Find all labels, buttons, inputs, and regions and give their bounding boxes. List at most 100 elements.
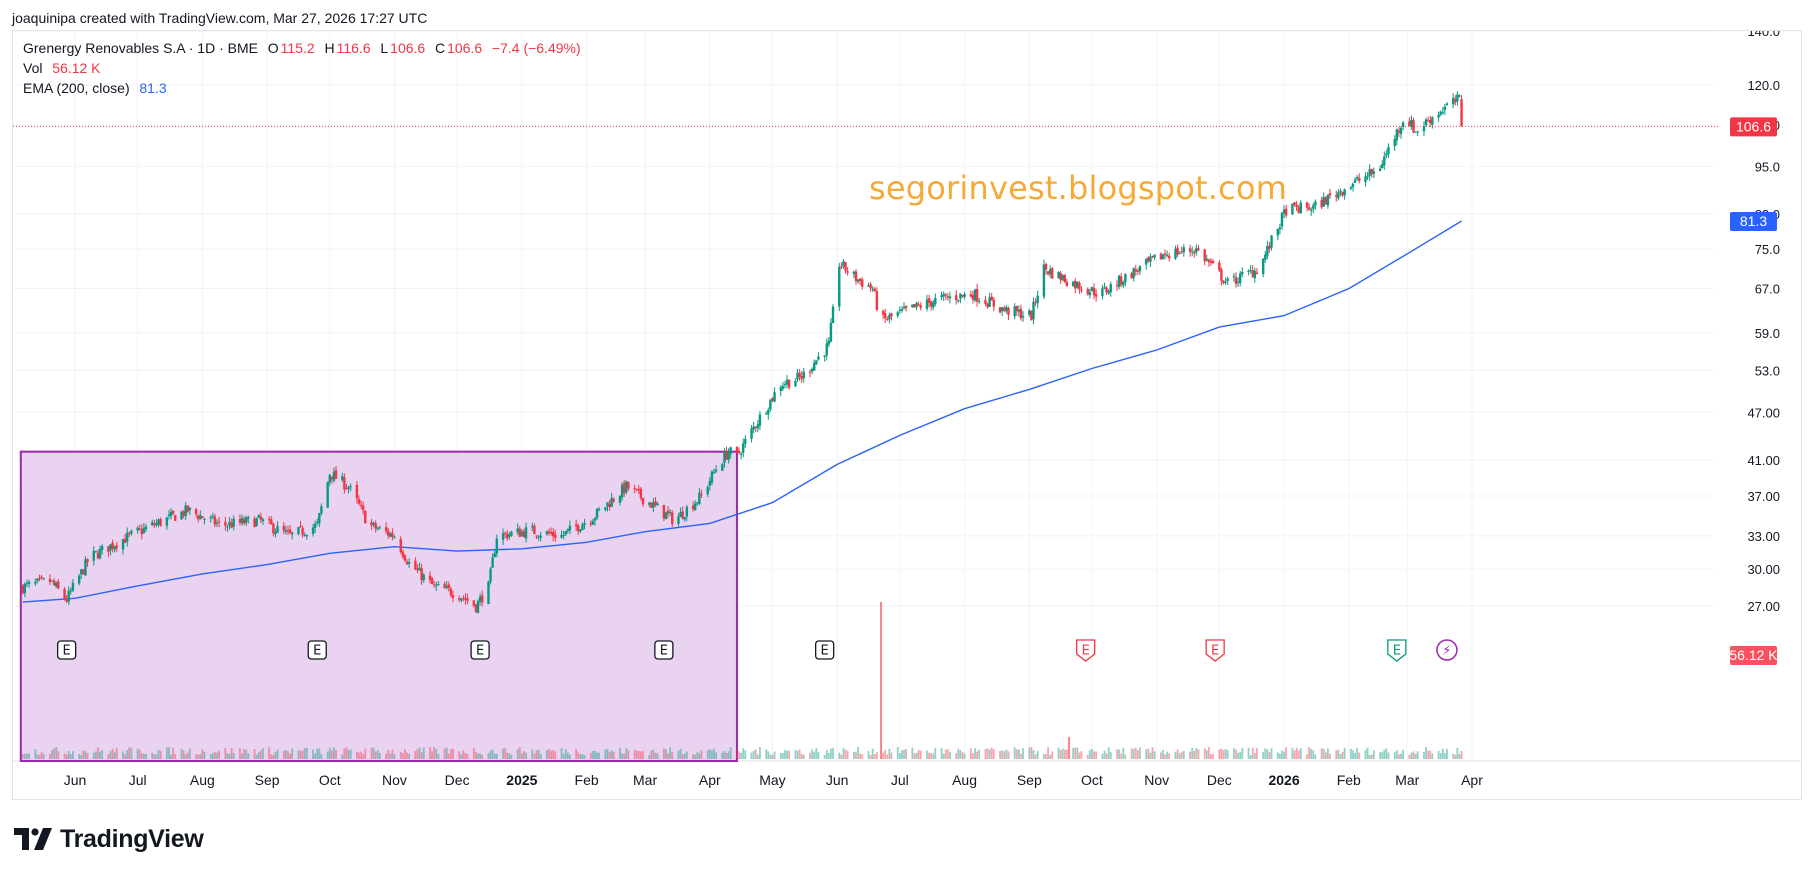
candle-body [1071,281,1075,287]
volume-bar [727,751,730,759]
volume-bar [216,752,218,759]
candle-body [1101,288,1104,297]
candle-body [297,527,300,534]
volume-bar [552,750,555,759]
candle-body [215,522,219,524]
candle-body [1115,285,1119,287]
candle-body [449,588,453,596]
legend-vol-label: Vol [23,60,43,76]
volume-bar [1072,747,1075,759]
earnings-event-icon [1076,639,1096,662]
volume-bar [55,747,58,759]
candle-body [1222,280,1225,284]
candle-body [330,476,334,480]
volume-bar [168,747,170,759]
candle-body [186,505,189,512]
volume-bar [1015,749,1018,759]
price-chart[interactable]: E E E E E E E E ⚡ 27.00 30.00 33.00 37.00 41.00 47.00… [13,31,1802,800]
volume-bar [744,750,747,759]
candle-body [712,471,716,473]
volume-bar [1443,753,1446,759]
candle-body [656,503,659,506]
volume-bar [1034,754,1037,759]
candle-body [1021,316,1025,318]
legend-close: 106.6 [447,40,483,56]
candle-body [620,484,624,498]
volume-bar [1132,748,1135,759]
volume-bar [1051,751,1054,759]
volume-bar [1036,750,1039,759]
candle-body [635,488,638,490]
volume-bar [1017,749,1020,759]
candle-body [447,584,450,589]
candle-body [641,497,645,505]
volume-bar [685,751,688,759]
volume-bar [825,750,828,759]
candle-body [1370,168,1373,175]
volume-bar [1429,750,1432,759]
candle-body [188,507,192,511]
volume-bar [491,749,494,759]
volume-bar [788,750,791,759]
volume-bar [867,750,870,759]
candle-body [779,387,783,392]
volume-bar [291,748,294,759]
candle-body [1138,265,1142,272]
volume-bar [1005,749,1008,759]
volume-bar [1145,749,1148,759]
volume-bar [122,751,124,759]
volume-bar [479,753,482,759]
volume-bar [1337,749,1340,759]
candle-body [1239,273,1242,284]
candle-body [98,548,102,559]
candle-body [84,559,87,576]
volume-bar [1122,748,1125,759]
volume-bar [873,754,876,759]
volume-bar [36,754,39,759]
candle-body [1078,283,1081,290]
candle-body [827,340,831,345]
volume-bar [919,750,922,759]
volume-bar [827,752,830,759]
candle-body [639,488,643,499]
time-axis-label: Aug [190,772,215,788]
legend-high: 116.6 [336,40,371,56]
volume-bar [312,749,314,759]
candle-body [268,519,271,521]
chart-pane[interactable]: E E E E E E E E ⚡ 27.00 30.00 33.00 37.00 41.00 47.00… [12,30,1802,800]
volume-bar [401,753,404,759]
volume-bar [489,750,492,759]
candle-body [888,314,891,320]
volume-bar [569,754,571,759]
volume-bar [1270,748,1273,759]
candle-body [604,507,607,511]
candle-body [1335,195,1338,197]
candle-body [153,523,156,526]
volume-bar [21,754,24,759]
tradingview-brand[interactable]: TradingView [14,824,204,854]
candle-body [203,519,206,521]
candle-body [668,512,672,514]
candle-body [140,529,144,535]
volume-bar [694,754,697,759]
candle-body [597,509,601,511]
candle-body [1090,286,1094,291]
candle-body [361,505,365,510]
candle-body [520,531,524,536]
volume-bar [111,748,114,759]
candle-body [21,585,24,594]
candle-body [583,523,586,525]
candle-body [136,527,139,531]
volume-bar [990,747,993,759]
candle-body [1076,281,1079,288]
volume-bar [184,754,187,759]
candle-body [881,310,885,315]
candle-body [1458,95,1461,97]
candle-body [1431,117,1434,125]
volume-bar [1220,748,1223,759]
volume-bar [107,754,110,759]
volume-bar [449,749,452,759]
candle-body [1328,193,1332,196]
volume-bar [809,752,811,759]
time-axis-label: Sep [1017,772,1042,788]
